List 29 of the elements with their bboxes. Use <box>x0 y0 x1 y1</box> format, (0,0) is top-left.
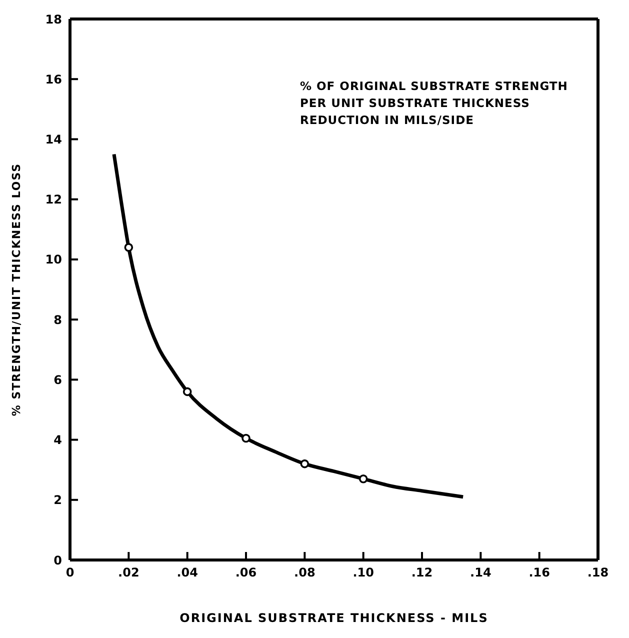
point <box>182 387 192 396</box>
line-series <box>112 152 465 499</box>
y-tick-label: 2 <box>54 493 62 508</box>
x-tick-label: .16 <box>528 566 550 580</box>
x-tick-label: 0 <box>66 566 74 580</box>
x-tick-label: .12 <box>411 566 433 580</box>
y-tick-label: 6 <box>54 372 62 387</box>
x-tick-label: .08 <box>294 566 316 580</box>
point <box>300 459 310 468</box>
x-tick-label: .18 <box>587 566 609 580</box>
y-tick-label: 18 <box>45 12 62 26</box>
y-tick-label: 10 <box>45 252 62 267</box>
point <box>358 474 368 484</box>
annotation: % OF ORIGINAL SUBSTRATE STRENGTH PER UNIT SUBSTRATE THICKNESS REDUCTION IN MILS/SIDE <box>300 78 568 129</box>
x-tick-label: .04 <box>176 566 198 580</box>
x-tick-label: .06 <box>235 566 257 580</box>
y-tick-label: 4 <box>54 433 62 448</box>
point <box>124 243 134 252</box>
y-tick-label: 16 <box>45 72 62 86</box>
y-axis-title: % STRENGTH/UNIT THICKNESS LOSS <box>10 162 23 416</box>
y-tick-label: 14 <box>45 132 62 146</box>
y-tick-label: 8 <box>54 312 62 327</box>
x-tick-label: .14 <box>470 566 492 580</box>
point <box>242 434 250 443</box>
x-tick-label: .02 <box>118 566 140 580</box>
y-tick-label: 12 <box>45 192 62 207</box>
y-tick-label: 0 <box>54 553 62 568</box>
x-axis-title: ORIGINAL SUBSTRATE THICKNESS - MILS <box>180 611 488 625</box>
x-tick-label: .10 <box>352 566 374 580</box>
